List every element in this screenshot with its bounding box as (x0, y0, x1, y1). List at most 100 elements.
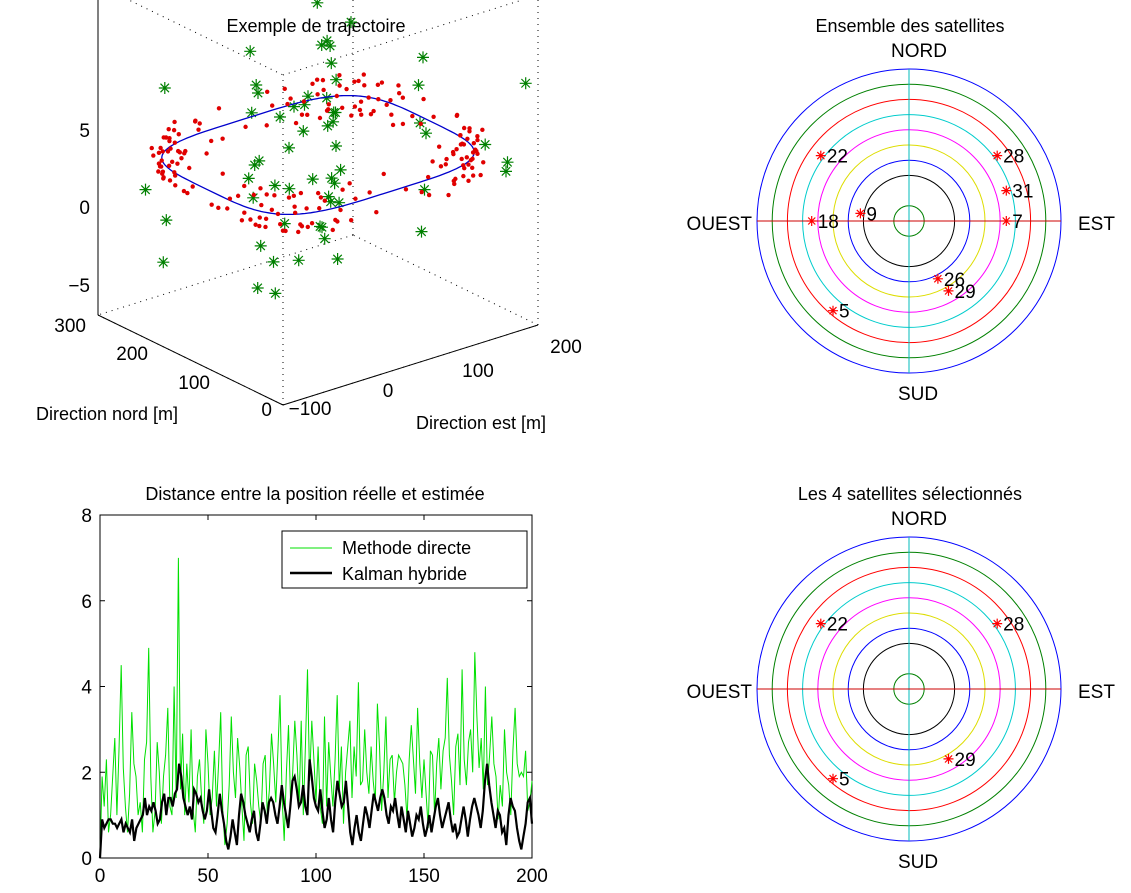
estimate-dot (471, 140, 477, 146)
data-point-star (314, 220, 326, 233)
estimate-dot (166, 163, 172, 168)
x-tick-label: 200 (516, 866, 548, 887)
satellite-label: 5 (839, 302, 850, 323)
satellite-marker (828, 305, 838, 316)
estimate-dot (353, 196, 358, 201)
x-tick-minus100: −100 (289, 399, 332, 420)
estimate-dot (318, 195, 324, 200)
estimate-dot (376, 96, 381, 102)
polar-selected-panel: Les 4 satellites sélectionnés NORD SUD E… (687, 484, 1116, 873)
estimate-dot (149, 145, 154, 151)
data-point-star (318, 232, 331, 245)
estimate-dot (172, 140, 178, 145)
satellite-marker (992, 618, 1003, 629)
data-point-star (320, 92, 333, 104)
data-point-star (417, 51, 429, 64)
estimate-dot (239, 218, 245, 223)
estimate-dot (288, 96, 293, 101)
y-tick-label: 0 (81, 849, 92, 870)
estimate-dot (462, 165, 467, 171)
estimate-dot (320, 77, 326, 83)
data-point-star (278, 217, 291, 230)
estimate-dot (461, 125, 467, 131)
estimate-dot (454, 146, 459, 152)
estimate-dot (309, 220, 315, 226)
estimate-dot (419, 189, 424, 195)
estimate-dot (220, 136, 225, 141)
estimate-dot (161, 176, 166, 181)
data-point-star (327, 115, 340, 128)
data-point-star (248, 159, 261, 171)
trajectory-stars (139, 0, 532, 300)
estimate-dot (315, 92, 320, 97)
data-point-star (412, 79, 425, 92)
estimate-dot (337, 73, 342, 78)
satellite-marker (815, 618, 826, 629)
satellite-label: 26 (944, 270, 965, 291)
data-point-star (321, 119, 334, 132)
data-point-star (420, 127, 432, 140)
box-edge (352, 234, 539, 326)
estimate-dot (451, 178, 457, 184)
legend-label-kalman: Kalman hybride (342, 564, 467, 584)
estimate-dot (461, 142, 467, 147)
x-axis-line (282, 324, 539, 406)
estimate-dot (352, 79, 357, 84)
estimate-dot (334, 93, 340, 99)
estimate-dot (480, 127, 485, 133)
data-point-star (316, 221, 328, 234)
estimate-dot (466, 162, 471, 167)
data-point-star (330, 140, 342, 152)
estimate-dot (352, 104, 358, 109)
estimate-dot (326, 102, 331, 107)
estimate-dot (400, 95, 406, 100)
estimate-dot (298, 190, 304, 196)
estimate-dot (216, 205, 221, 211)
estimate-dot (431, 114, 436, 119)
trajectory-y-ticks: 300 200 100 0 (54, 316, 272, 421)
estimate-dot (348, 218, 354, 223)
estimate-dot (338, 207, 343, 213)
data-point-star (254, 239, 267, 252)
box-edge (97, 234, 354, 316)
estimate-dot (357, 107, 363, 113)
satellite-label: 22 (827, 615, 848, 636)
satellite-marker (815, 150, 826, 161)
estimate-dot (305, 224, 311, 230)
data-point-star (283, 182, 296, 195)
satellite-label: 31 (1012, 182, 1033, 203)
satellite-label: 29 (955, 750, 976, 771)
estimate-dot (321, 87, 326, 93)
satellite-marker (943, 753, 954, 764)
data-point-star (160, 214, 173, 227)
data-point-star (327, 106, 340, 119)
estimate-dot (220, 171, 225, 176)
data-point-star (479, 138, 492, 151)
y-tick-0: 0 (261, 400, 272, 421)
estimate-dot (400, 121, 406, 127)
estimate-dot (204, 151, 209, 156)
y-tick-200: 200 (116, 344, 148, 365)
estimate-dot (181, 188, 187, 194)
data-point-star (311, 0, 324, 9)
data-point-star (247, 191, 260, 204)
estimate-dot (368, 111, 374, 117)
estimate-dot (375, 82, 381, 88)
polar-selected-rings (756, 536, 1062, 842)
x-tick-label: 50 (197, 866, 218, 887)
estimate-dot (470, 165, 475, 170)
estimate-dot (454, 112, 460, 118)
estimate-dot (156, 169, 161, 174)
y-tick-300: 300 (54, 316, 86, 337)
polar-all-title: Ensemble des satellites (815, 16, 1004, 36)
estimate-dot (317, 206, 322, 211)
satellite-label: 22 (827, 147, 848, 168)
data-point-star (283, 141, 295, 154)
data-point-star (244, 45, 257, 58)
estimate-dot (436, 144, 442, 149)
data-point-star (157, 256, 170, 269)
z-tick-minus5: −5 (68, 276, 90, 297)
satellite-label: 7 (1012, 212, 1023, 233)
